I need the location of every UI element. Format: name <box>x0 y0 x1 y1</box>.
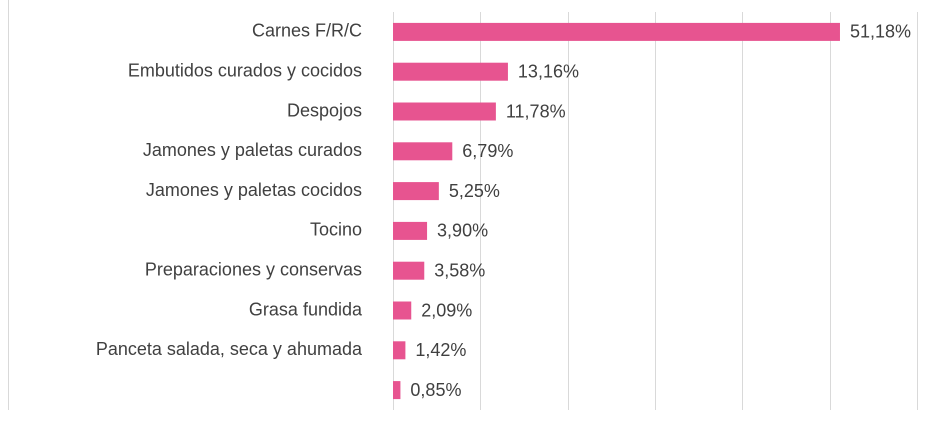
bar <box>393 381 401 400</box>
bar <box>393 221 428 240</box>
value-label: 0,85% <box>410 380 461 400</box>
bar <box>393 341 406 360</box>
bar <box>393 142 453 161</box>
y-tick-label: Preparaciones y conservas <box>145 259 362 279</box>
value-label: 3,58% <box>434 260 485 280</box>
value-label: 3,90% <box>437 221 488 241</box>
bar <box>393 182 439 201</box>
y-tick-label: Despojos <box>287 100 362 120</box>
bar <box>393 301 412 320</box>
y-tick-label: Panceta salada, seca y ahumada <box>96 339 363 359</box>
value-label: 6,79% <box>462 141 513 161</box>
bar <box>393 62 508 81</box>
y-tick-label: Embutidos curados y cocidos <box>128 60 362 80</box>
bar <box>393 102 496 121</box>
value-label: 5,25% <box>449 181 500 201</box>
value-label: 13,16% <box>518 61 579 81</box>
y-tick-label: Tocino <box>310 220 362 240</box>
y-tick-label: Grasa fundida <box>249 299 363 319</box>
y-tick-label: Jamones y paletas cocidos <box>146 180 362 200</box>
value-label: 51,18% <box>850 22 911 42</box>
bar <box>393 261 425 280</box>
y-tick-label: Jamones y paletas curados <box>143 140 362 160</box>
bar <box>393 22 840 41</box>
y-tick-label: Carnes F/R/C <box>252 21 362 41</box>
value-label: 1,42% <box>415 340 466 360</box>
value-label: 2,09% <box>421 300 472 320</box>
value-label: 11,78% <box>506 101 566 121</box>
